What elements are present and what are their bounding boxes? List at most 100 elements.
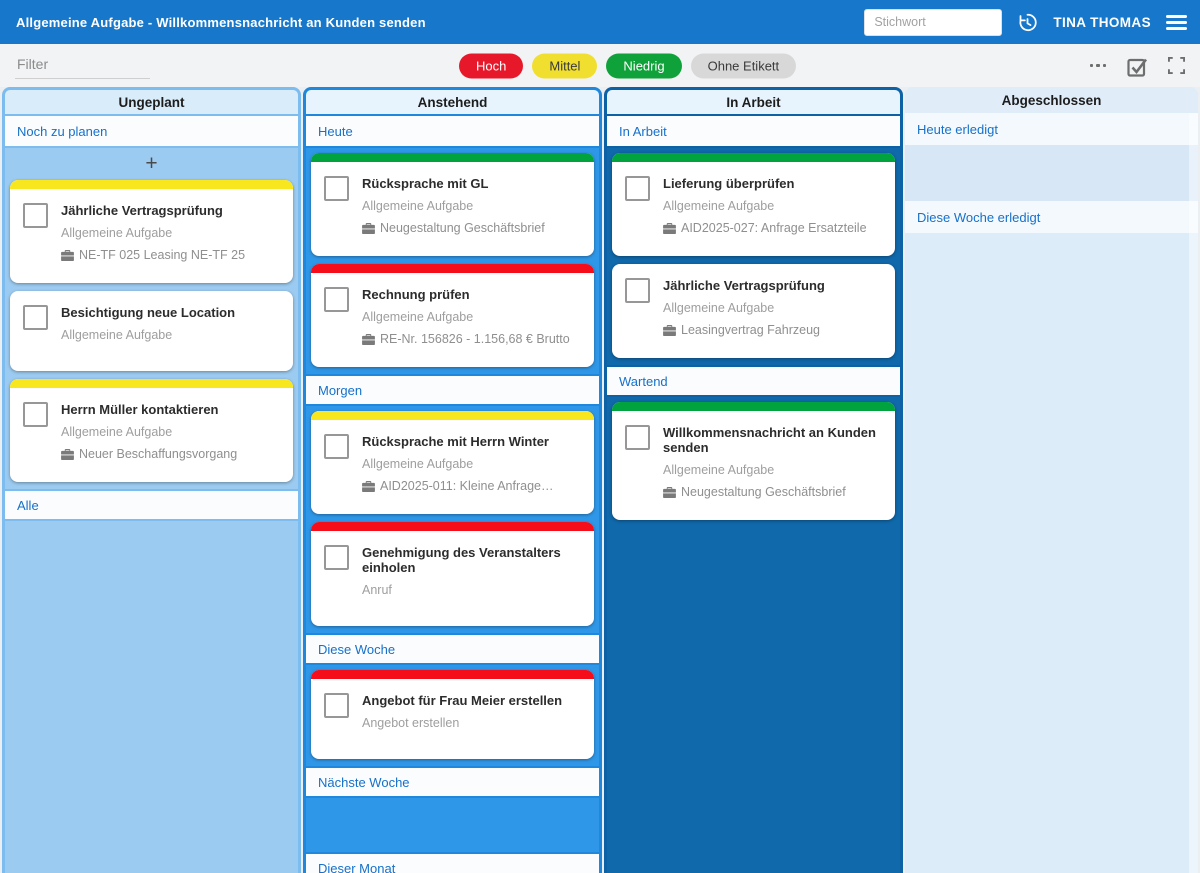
task-title: Jährliche Vertragsprüfung — [61, 203, 223, 218]
task-title: Willkommensnachricht an Kunden senden — [663, 425, 876, 455]
empty-section-area — [306, 798, 599, 852]
filter-ohne-etikett[interactable]: Ohne Etikett — [690, 53, 797, 78]
task-checkbox[interactable] — [625, 425, 650, 450]
priority-label-bar — [311, 264, 594, 273]
empty-section-area — [905, 145, 1198, 201]
task-checkbox[interactable] — [324, 434, 349, 459]
task-checkbox[interactable] — [23, 203, 48, 228]
task-card[interactable]: Jährliche Vertragsprüfung Allgemeine Auf… — [612, 264, 895, 358]
column-title: Ungeplant — [5, 90, 298, 116]
board-toolbar: Hoch Mittel Niedrig Ohne Etikett — [0, 44, 1200, 87]
task-card[interactable]: Besichtigung neue Location Allgemeine Au… — [10, 291, 293, 371]
section-diese-woche[interactable]: Diese Woche — [306, 633, 599, 665]
task-type: Allgemeine Aufgabe — [663, 463, 775, 477]
task-checkbox[interactable] — [324, 545, 349, 570]
select-tasks-icon[interactable] — [1125, 54, 1149, 78]
task-card[interactable]: Rücksprache mit GL Allgemeine Aufgabe Ne… — [311, 153, 594, 256]
column-in-arbeit: In Arbeit In Arbeit Lieferung überprüfen… — [604, 87, 903, 873]
section-alle[interactable]: Alle — [5, 489, 298, 521]
menu-icon[interactable] — [1166, 14, 1187, 30]
filter-mittel[interactable]: Mittel — [532, 53, 598, 78]
task-reference: RE-Nr. 156826 - 1.156,68 € Brutto — [362, 332, 570, 346]
task-type: Allgemeine Aufgabe — [663, 301, 775, 315]
priority-label-bar — [10, 180, 293, 189]
task-checkbox[interactable] — [324, 287, 349, 312]
column-title: Abgeschlossen — [905, 87, 1198, 113]
priority-filter-group: Hoch Mittel Niedrig Ohne Etikett — [459, 53, 797, 78]
task-reference: Neuer Beschaffungsvorgang — [61, 447, 237, 461]
task-type: Allgemeine Aufgabe — [362, 457, 474, 471]
section-diese-woche-erledigt[interactable]: Diese Woche erledigt — [905, 201, 1198, 233]
task-reference: AID2025-027: Anfrage Ersatzteile — [663, 221, 867, 235]
task-reference: NE-TF 025 Leasing NE-TF 25 — [61, 248, 245, 262]
page-title: Allgemeine Aufgabe - Willkommensnachrich… — [16, 14, 426, 30]
section-naechste-woche[interactable]: Nächste Woche — [306, 766, 599, 798]
briefcase-icon — [362, 480, 375, 492]
section-heute-erledigt[interactable]: Heute erledigt — [905, 113, 1198, 145]
briefcase-icon — [663, 486, 676, 498]
task-checkbox[interactable] — [324, 693, 349, 718]
fullscreen-icon[interactable] — [1168, 57, 1185, 74]
filter-niedrig[interactable]: Niedrig — [606, 53, 682, 78]
task-type: Angebot erstellen — [362, 716, 460, 730]
briefcase-icon — [663, 222, 676, 234]
task-checkbox[interactable] — [23, 305, 48, 330]
task-title: Herrn Müller kontaktieren — [61, 402, 219, 417]
section-in-arbeit[interactable]: In Arbeit — [607, 116, 900, 148]
task-reference: Leasingvertrag Fahrzeug — [663, 323, 825, 337]
column-abgeschlossen: Abgeschlossen Heute erledigt Diese Woche… — [905, 87, 1198, 873]
filter-hoch[interactable]: Hoch — [459, 53, 524, 78]
task-reference: Neugestaltung Geschäftsbrief — [663, 485, 885, 499]
add-card-button[interactable]: + — [5, 148, 298, 180]
task-title: Besichtigung neue Location — [61, 305, 236, 320]
task-reference: AID2025-011: Kleine Anfrage… — [362, 479, 554, 493]
scrollbar-track[interactable] — [1189, 113, 1198, 873]
section-dieser-monat[interactable]: Dieser Monat — [306, 852, 599, 873]
task-title: Genehmigung des Veranstalters einholen — [362, 545, 561, 575]
task-title: Rücksprache mit Herrn Winter — [362, 434, 549, 449]
section-wartend[interactable]: Wartend — [607, 365, 900, 397]
task-type: Allgemeine Aufgabe — [362, 310, 474, 324]
task-card[interactable]: Rechnung prüfen Allgemeine Aufgabe RE-Nr… — [311, 264, 594, 367]
task-title: Lieferung überprüfen — [663, 176, 795, 191]
task-title: Rechnung prüfen — [362, 287, 470, 302]
task-reference: Neugestaltung Geschäftsbrief — [362, 221, 545, 235]
search-input[interactable] — [864, 8, 1003, 36]
task-card[interactable]: Angebot für Frau Meier erstellen Angebot… — [311, 670, 594, 759]
column-title: Anstehend — [306, 90, 599, 116]
more-options-icon[interactable] — [1089, 63, 1106, 68]
task-checkbox[interactable] — [625, 176, 650, 201]
column-anstehend: Anstehend Heute Rücksprache mit GL Allge… — [303, 87, 602, 873]
task-card[interactable]: Lieferung überprüfen Allgemeine Aufgabe … — [612, 153, 895, 256]
task-checkbox[interactable] — [625, 278, 650, 303]
task-card[interactable]: Herrn Müller kontaktieren Allgemeine Auf… — [10, 379, 293, 482]
task-checkbox[interactable] — [23, 402, 48, 427]
priority-label-bar — [311, 670, 594, 679]
section-morgen[interactable]: Morgen — [306, 374, 599, 406]
task-type: Anruf — [362, 583, 392, 597]
column-ungeplant: Ungeplant Noch zu planen + Jährliche Ver… — [2, 87, 301, 873]
app-header: Allgemeine Aufgabe - Willkommensnachrich… — [0, 0, 1200, 44]
priority-label-bar — [311, 522, 594, 531]
task-type: Allgemeine Aufgabe — [61, 328, 173, 342]
task-card[interactable]: Willkommensnachricht an Kunden senden Al… — [612, 402, 895, 520]
task-title: Angebot für Frau Meier erstellen — [362, 693, 563, 708]
task-checkbox[interactable] — [324, 176, 349, 201]
history-icon[interactable] — [1017, 12, 1038, 33]
task-title: Jährliche Vertragsprüfung — [663, 278, 825, 293]
task-type: Allgemeine Aufgabe — [61, 226, 173, 240]
section-heute[interactable]: Heute — [306, 116, 599, 148]
task-card[interactable]: Genehmigung des Veranstalters einholen A… — [311, 522, 594, 626]
kanban-board: Ungeplant Noch zu planen + Jährliche Ver… — [0, 87, 1200, 873]
filter-input[interactable] — [15, 52, 150, 79]
priority-label-bar — [612, 402, 895, 411]
task-card[interactable]: Jährliche Vertragsprüfung Allgemeine Auf… — [10, 180, 293, 283]
section-noch-zu-planen[interactable]: Noch zu planen — [5, 116, 298, 148]
user-menu[interactable]: TINA THOMAS — [1053, 14, 1151, 30]
priority-label-bar — [311, 153, 594, 162]
briefcase-icon — [663, 324, 676, 336]
briefcase-icon — [362, 333, 375, 345]
empty-section-area — [905, 233, 1198, 873]
task-card[interactable]: Rücksprache mit Herrn Winter Allgemeine … — [311, 411, 594, 514]
column-title: In Arbeit — [607, 90, 900, 116]
